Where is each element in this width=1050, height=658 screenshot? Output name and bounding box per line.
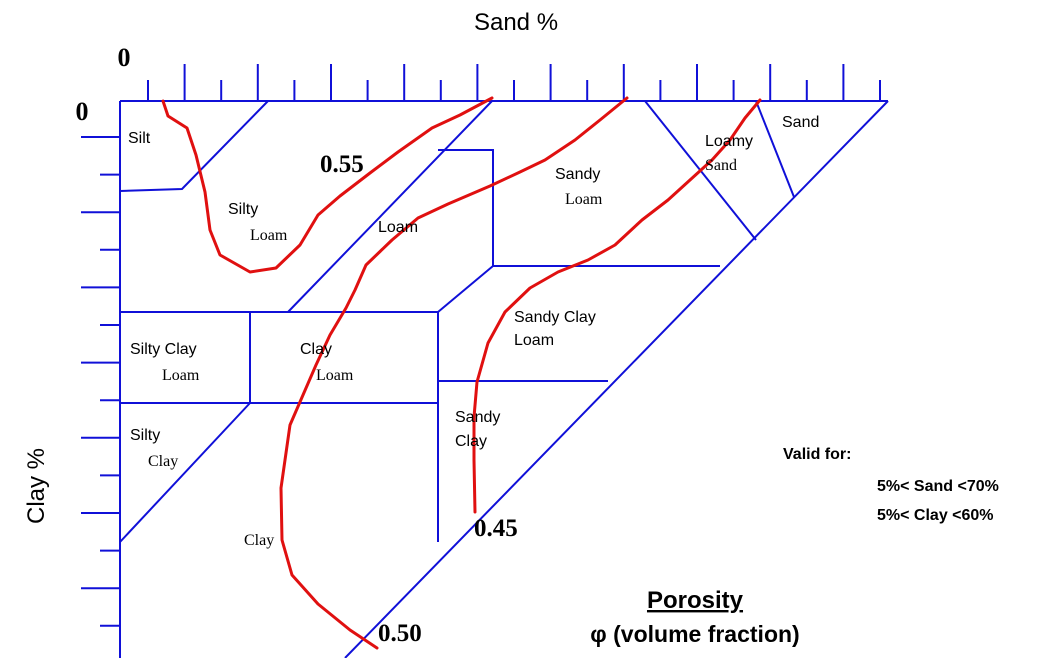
loam-sandy-boundary [438,149,720,267]
zone-silty-clay-line2: Clay [148,453,178,470]
zone-sandy-loam-line2: Loam [565,191,603,208]
texture-boundaries [119,100,889,658]
contour-line-0.50 [279,96,629,650]
validity-sand-range: 5%< Sand <70% [877,478,999,495]
zone-clay-loam-line2: Loam [316,367,354,384]
contour-label-0.45: 0.45 [474,515,518,542]
validity-heading: Valid for: [783,446,851,463]
silty-loam-boundary [287,100,493,313]
zone-loam: Loam [378,219,418,236]
clay-axis-title: Clay % [23,448,50,524]
zone-silty-clay-loam-line1: Silty Clay [130,341,197,358]
zone-silty-loam-line1: Silty [228,201,258,218]
clay-axis-ticks [81,136,120,627]
contour-line-0.45 [472,98,762,514]
zone-silt: Silt [128,130,151,147]
porosity-contours [161,96,762,650]
validity-clay-range: 5%< Clay <60% [877,507,994,524]
zone-silty-clay-line1: Silty [130,427,160,444]
zone-silty-clay-loam-line2: Loam [162,367,200,384]
sand-axis-ticks [147,64,881,101]
sandy-clay-loam-diagonal [437,265,494,313]
zone-sandy-clay-line2: Clay [455,433,487,450]
hypotenuse-line [344,100,889,658]
contour-label-0.55: 0.55 [320,151,364,178]
porosity-title: Porosity [647,587,744,614]
zone-loamy-sand-line1: Loamy [705,133,753,150]
zone-loamy-sand-line2: Sand [705,157,737,174]
contour-label-0.50: 0.50 [378,620,422,647]
sand-axis-title: Sand % [474,9,558,36]
zone-silty-loam-line2: Loam [250,227,288,244]
loamy-sand-right [755,100,795,198]
zone-sandy-clay-line1: Sandy [455,409,500,426]
silt-boundary [119,100,269,192]
clay-axis-zero: 0 [76,97,89,126]
sand-axis-zero: 0 [118,43,131,72]
zone-labels: Silt Silty Loam Loam Sandy Loam Loamy Sa… [128,114,819,549]
axes-frame [81,64,888,658]
zone-sandy-loam-line1: Sandy [555,166,600,183]
zone-clay: Clay [244,532,274,549]
zone-sandy-clay-loam-line1: Sandy Clay [514,309,596,326]
zone-sandy-clay-loam-line2: Loam [514,332,554,349]
zone-sand: Sand [782,114,819,131]
porosity-subtitle: φ (volume fraction) [590,621,799,647]
contour-line-0.55 [161,96,494,274]
silty-clay-diagonal [119,402,251,543]
zone-clay-loam-line1: Clay [300,341,332,358]
